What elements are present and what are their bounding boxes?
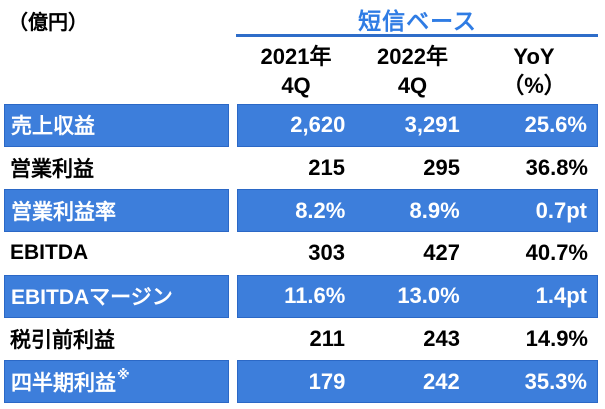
row-label-text: EBITDA	[10, 241, 89, 265]
column-header-line2: 4Q	[281, 73, 311, 98]
table-row-operating-margin: 営業利益率 8.2% 8.9% 0.7pt	[4, 189, 598, 233]
row-label-text: 税引前利益	[10, 328, 115, 352]
table-row-revenue: 売上収益 2,620 3,291 25.6%	[4, 104, 598, 147]
column-gap	[229, 232, 237, 275]
unit-label: （億円）	[8, 12, 88, 34]
column-header-line1: YoY	[513, 44, 555, 69]
value-2021-4q: 179	[308, 368, 346, 394]
row-values: 179 242 35.3%	[237, 360, 598, 403]
column-gap	[229, 104, 237, 147]
value-yoy: 14.9%	[525, 325, 588, 351]
row-label: 営業利益率	[4, 189, 229, 233]
row-label-text: EBITDAマージン	[11, 286, 173, 310]
column-header-line2: 4Q	[397, 73, 428, 98]
value-2022-4q: 427	[423, 240, 460, 266]
table-row-ebitda-margin: EBITDAマージン 11.6% 13.0% 1.4pt	[4, 274, 598, 318]
column-gap	[229, 318, 237, 361]
column-header-line2: （%）	[502, 73, 566, 98]
value-yoy: 1.4pt	[535, 283, 587, 309]
row-values: 8.2% 8.9% 0.7pt	[237, 189, 598, 233]
value-yoy: 0.7pt	[535, 197, 587, 223]
table-row-operating-profit: 営業利益 215 295 36.8%	[4, 147, 598, 190]
row-label: 税引前利益	[4, 318, 229, 361]
table-body: 売上収益 2,620 3,291 25.6% 営業利益 215 295 36.8…	[4, 104, 598, 403]
value-2022-4q: 242	[422, 368, 460, 394]
row-label-text: 営業利益	[10, 158, 94, 182]
table-row-ebitda: EBITDA 303 427 40.7%	[4, 232, 598, 275]
value-2021-4q: 8.2%	[295, 197, 346, 223]
table-row-profit-before-tax: 税引前利益 211 243 14.9%	[4, 318, 598, 361]
row-label-text: 四半期利益	[11, 371, 116, 395]
column-headers: 2021年 4Q 2022年 4Q YoY （%）	[237, 42, 598, 100]
row-values: 215 295 36.8%	[237, 147, 598, 190]
row-label: EBITDA	[4, 232, 229, 275]
row-label: 営業利益	[4, 147, 229, 190]
row-values: 2,620 3,291 25.6%	[237, 104, 598, 147]
column-header-line1: 2022年	[377, 44, 448, 69]
column-gap	[229, 189, 237, 232]
row-values: 11.6% 13.0% 1.4pt	[237, 274, 598, 318]
column-header-2022-4q: 2022年 4Q	[355, 42, 470, 100]
value-2022-4q: 295	[423, 155, 460, 181]
value-yoy: 36.8%	[525, 155, 588, 181]
table-title: 短信ベース	[358, 8, 477, 34]
value-yoy: 25.6%	[524, 112, 587, 138]
table-row-quarterly-profit: 四半期利益 ※ 179 242 35.3%	[4, 360, 598, 403]
value-2022-4q: 13.0%	[397, 283, 460, 309]
value-2022-4q: 3,291	[404, 112, 460, 138]
footnote-marker: ※	[117, 367, 130, 383]
column-header-line1: 2021年	[260, 44, 332, 69]
row-label-text: 売上収益	[11, 115, 95, 139]
row-label: 売上収益	[4, 104, 229, 147]
column-header-yoy: YoY （%）	[470, 42, 598, 100]
row-label-text: 営業利益率	[11, 200, 116, 224]
value-2022-4q: 8.9%	[409, 197, 460, 223]
column-gap	[229, 147, 237, 190]
row-label: EBITDAマージン	[4, 274, 229, 318]
value-2021-4q: 303	[308, 240, 345, 266]
value-2022-4q: 243	[423, 325, 460, 351]
value-2021-4q: 211	[309, 325, 346, 351]
column-header-2021-4q: 2021年 4Q	[237, 42, 355, 100]
row-values: 211 243 14.9%	[237, 318, 598, 361]
value-2021-4q: 11.6%	[284, 283, 346, 309]
value-yoy: 35.3%	[524, 368, 587, 394]
title-underline	[236, 34, 598, 37]
column-gap	[229, 360, 237, 403]
value-2021-4q: 2,620	[290, 112, 346, 138]
column-gap	[229, 275, 237, 318]
row-label: 四半期利益 ※	[4, 360, 229, 403]
value-yoy: 40.7%	[525, 240, 588, 266]
value-2021-4q: 215	[308, 155, 345, 181]
row-values: 303 427 40.7%	[237, 232, 598, 275]
